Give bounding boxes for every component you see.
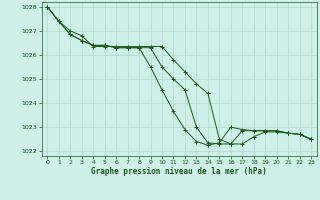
- X-axis label: Graphe pression niveau de la mer (hPa): Graphe pression niveau de la mer (hPa): [91, 167, 267, 176]
